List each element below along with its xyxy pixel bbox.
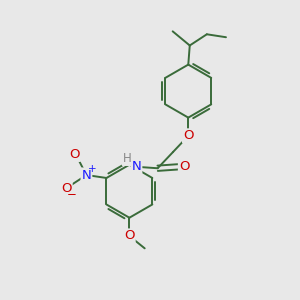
Text: O: O <box>183 129 194 142</box>
Text: −: − <box>67 188 76 201</box>
Text: O: O <box>179 160 189 173</box>
Text: O: O <box>69 148 80 161</box>
Text: H: H <box>123 152 131 165</box>
Text: N: N <box>82 169 91 182</box>
Text: +: + <box>88 164 97 173</box>
Text: O: O <box>124 230 135 242</box>
Text: N: N <box>132 160 141 173</box>
Text: O: O <box>61 182 72 195</box>
